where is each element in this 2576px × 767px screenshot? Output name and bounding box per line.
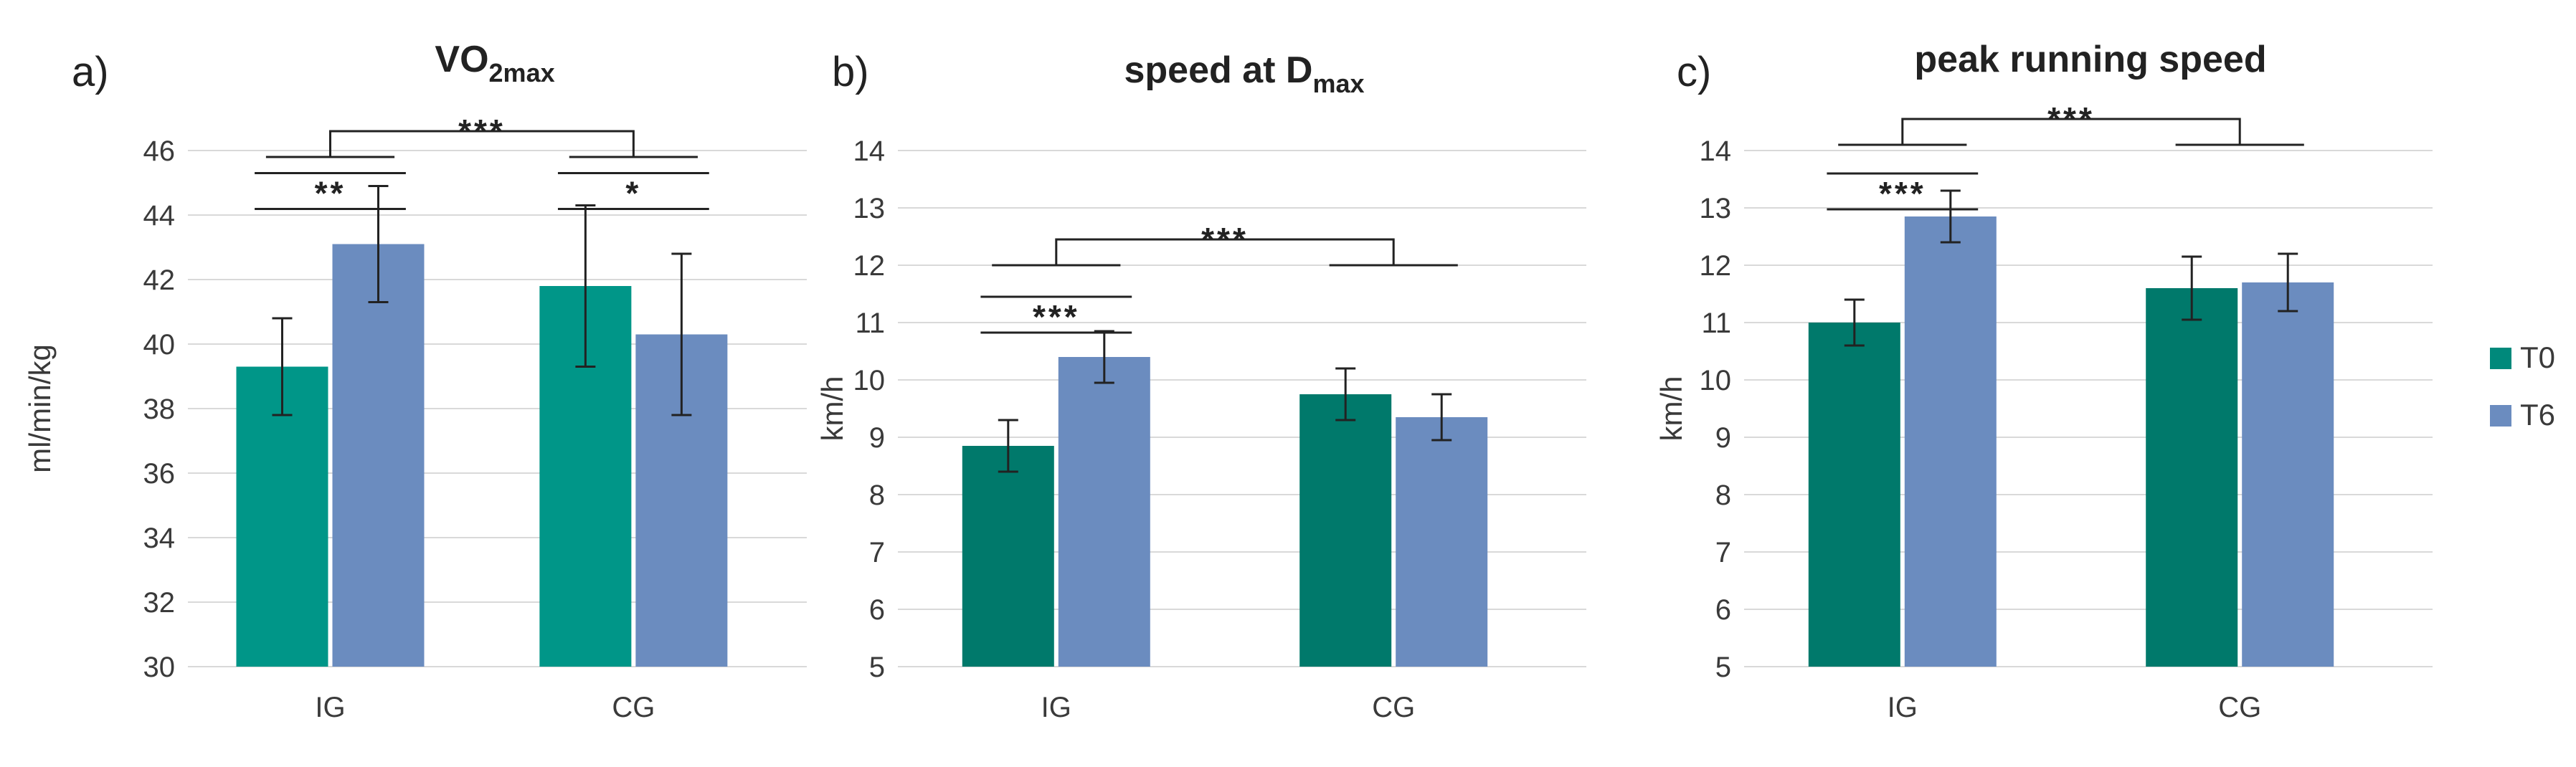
bar-t0-ig — [962, 446, 1054, 667]
x-category-label: CG — [2218, 692, 2261, 723]
x-category-label: CG — [1372, 692, 1415, 723]
bar-t0-cg — [1299, 394, 1392, 667]
legend-swatch-t6 — [2490, 405, 2511, 427]
y-tick-label: 10 — [1700, 365, 1732, 396]
y-axis-label: ml/min/kg — [23, 344, 57, 473]
y-tick-label: 5 — [869, 652, 885, 683]
y-tick-label: 42 — [143, 265, 176, 296]
significance-bracket-between — [1055, 238, 1395, 265]
legend-label-t0: T0 — [2520, 340, 2555, 374]
bar-t0-ig — [236, 366, 328, 667]
y-tick-label: 7 — [869, 537, 885, 568]
legend: T0 T6 — [2490, 340, 2555, 432]
y-tick-label: 9 — [869, 422, 885, 454]
bar-t6-ig — [1904, 216, 1997, 667]
y-tick-label: 10 — [853, 365, 886, 396]
y-tick-label: 44 — [143, 200, 176, 232]
y-tick-label: 30 — [143, 652, 176, 683]
bar-t6-ig — [1058, 357, 1150, 667]
significance-label-within: *** — [1879, 175, 1926, 212]
chart-title: peak running speed — [1914, 39, 2266, 80]
chart-panel-1: 30 32 34 36 38 40 42 44 46 a) VO2max ml/min/kg IG CG *… — [23, 39, 807, 723]
y-tick-label: 11 — [1701, 308, 1731, 339]
y-axis-label: km/h — [815, 376, 849, 441]
significance-bracket-between — [328, 130, 635, 157]
y-tick-label: 14 — [853, 135, 886, 167]
y-tick-label: 14 — [1700, 135, 1732, 167]
significance-label-between: *** — [1201, 221, 1249, 258]
y-tick-label: 32 — [143, 587, 176, 619]
y-tick-label: 36 — [143, 458, 176, 490]
chart-title: VO2max — [435, 39, 554, 87]
legend-label-t6: T6 — [2520, 398, 2555, 432]
y-tick-label: 8 — [1715, 480, 1731, 511]
chart-panel-3: 5 6 7 8 9 10 11 12 13 14 c) peak running speed km/h I… — [1654, 39, 2433, 723]
significance-label-within: * — [625, 175, 641, 212]
bar-t6-cg — [1396, 417, 1488, 667]
significance-label-within: ** — [315, 175, 346, 212]
significance-label-between: *** — [2047, 100, 2095, 138]
y-axis-label: km/h — [1654, 376, 1688, 441]
bar-t0-cg — [2146, 288, 2238, 667]
y-tick-label: 40 — [143, 329, 176, 361]
bar-t6-ig — [332, 244, 425, 667]
panel-letter: c) — [1677, 49, 1711, 95]
x-category-label: CG — [612, 692, 655, 723]
y-tick-label: 46 — [143, 135, 176, 167]
significance-label-between: *** — [458, 113, 506, 150]
panel-letter: b) — [832, 49, 869, 95]
x-category-label: IG — [1041, 692, 1071, 723]
y-tick-label: 9 — [1715, 422, 1731, 454]
y-tick-label: 38 — [143, 394, 176, 425]
significance-bracket-between — [1901, 118, 2241, 145]
y-tick-label: 12 — [1700, 250, 1732, 282]
chart-panel-2: 5 6 7 8 9 10 11 12 13 14 b) speed at Dmax km/h IG CG **… — [815, 49, 1586, 723]
panel-letter: a) — [72, 49, 109, 95]
y-tick-label: 13 — [1700, 193, 1732, 224]
y-tick-label: 7 — [1715, 537, 1731, 568]
y-tick-label: 12 — [853, 250, 886, 282]
y-tick-label: 8 — [869, 480, 885, 511]
bar-t6-cg — [2242, 282, 2334, 667]
bar-t0-ig — [1808, 323, 1900, 667]
y-tick-label: 5 — [1715, 652, 1731, 683]
x-category-label: IG — [1888, 692, 1918, 723]
significance-label-within: *** — [1033, 298, 1080, 335]
y-tick-label: 6 — [869, 594, 885, 626]
y-tick-label: 34 — [143, 523, 176, 554]
y-tick-label: 13 — [853, 193, 886, 224]
y-tick-label: 6 — [1715, 594, 1731, 626]
x-category-label: IG — [315, 692, 345, 723]
y-tick-label: 11 — [855, 308, 885, 339]
legend-swatch-t0 — [2490, 348, 2511, 369]
chart-title: speed at Dmax — [1124, 49, 1364, 98]
